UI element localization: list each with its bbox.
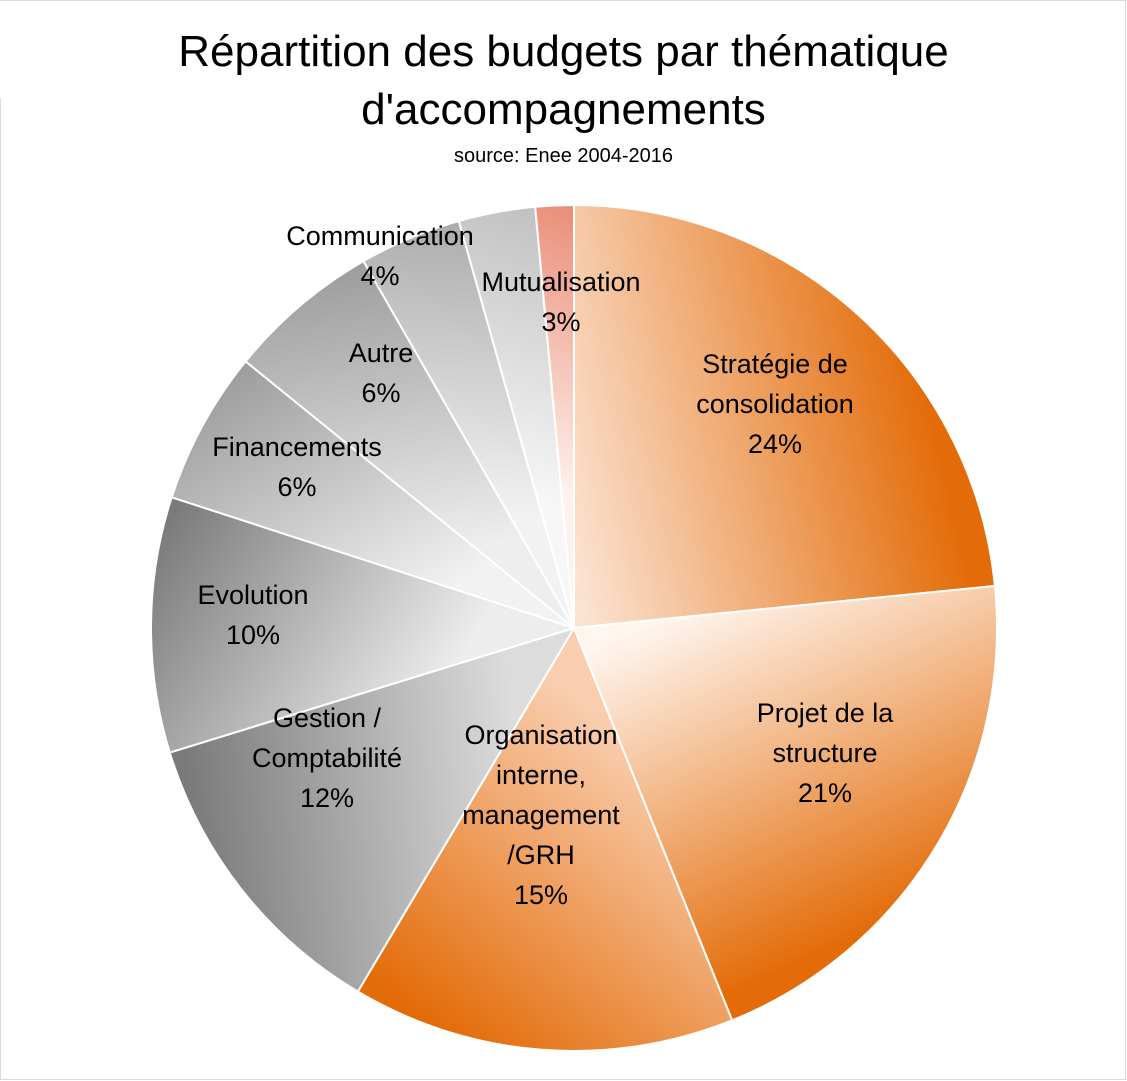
slice-name-label-projet-de-la-structure: Projet de la [757,698,895,728]
slice-value-label-evolution: 10% [226,620,280,650]
pie-slice-autre [244,259,575,629]
chart-frame-top [0,0,1126,1]
chart-title-line-1: Répartition des budgets par thématique [178,27,949,76]
slice-name-label-gestion-comptabilite: Gestion / [273,703,382,733]
slice-value-label-communication: 4% [360,261,399,291]
pie-slice-organisation-interne-management-grh [356,625,734,1052]
slice-name-label-organisation-interne-management-grh: interne, [496,760,586,790]
chart-title-line-2: d'accompagnements [361,85,766,134]
slice-value-label-projet-de-la-structure: 21% [798,778,852,808]
slice-name-label-communication: Communication [286,221,474,251]
slice-name-label-organisation-interne-management-grh: Organisation [464,720,617,750]
slice-name-label-organisation-interne-management-grh: /GRH [507,840,575,870]
pie-slice-gestion-comptabilite [168,626,577,993]
slice-value-label-strategie-de-consolidation: 24% [748,429,802,459]
slice-name-label-strategie-de-consolidation: Stratégie de [702,349,848,379]
slice-name-label-gestion-comptabilite: Comptabilité [252,743,402,773]
slice-name-label-projet-de-la-structure: structure [772,738,877,768]
slice-value-label-gestion-comptabilite: 12% [300,783,354,813]
slice-value-label-autre: 6% [361,378,400,408]
slice-name-label-mutualisation: Mutualisation [481,267,640,297]
pie-labels: Stratégie de consolidation 24% Projet de la… [197,221,894,910]
slice-value-label-organisation-interne-management-grh: 15% [514,880,568,910]
slice-name-label-autre: Autre [349,338,414,368]
pie-slice-evolution [150,496,578,754]
slice-name-label-financements: Financements [212,432,382,462]
pie-slice-projet-de-la-structure [572,584,998,1022]
slice-name-label-strategie-de-consolidation: consolidation [696,389,854,419]
pie-slice-unlabeled [534,203,575,629]
slice-name-label-organisation-interne-management-grh: management [462,800,620,830]
chart-frame-left [0,98,1,1080]
slice-value-label-financements: 6% [277,472,316,502]
pie-slice-strategie-de-consolidation [573,203,996,630]
slice-name-label-evolution: Evolution [197,580,308,610]
slice-value-label-mutualisation: 3% [541,307,580,337]
pie-slice-financements [170,359,575,629]
chart-subtitle: source: Enee 2004-2016 [453,145,674,167]
pie-slices [150,203,998,1052]
